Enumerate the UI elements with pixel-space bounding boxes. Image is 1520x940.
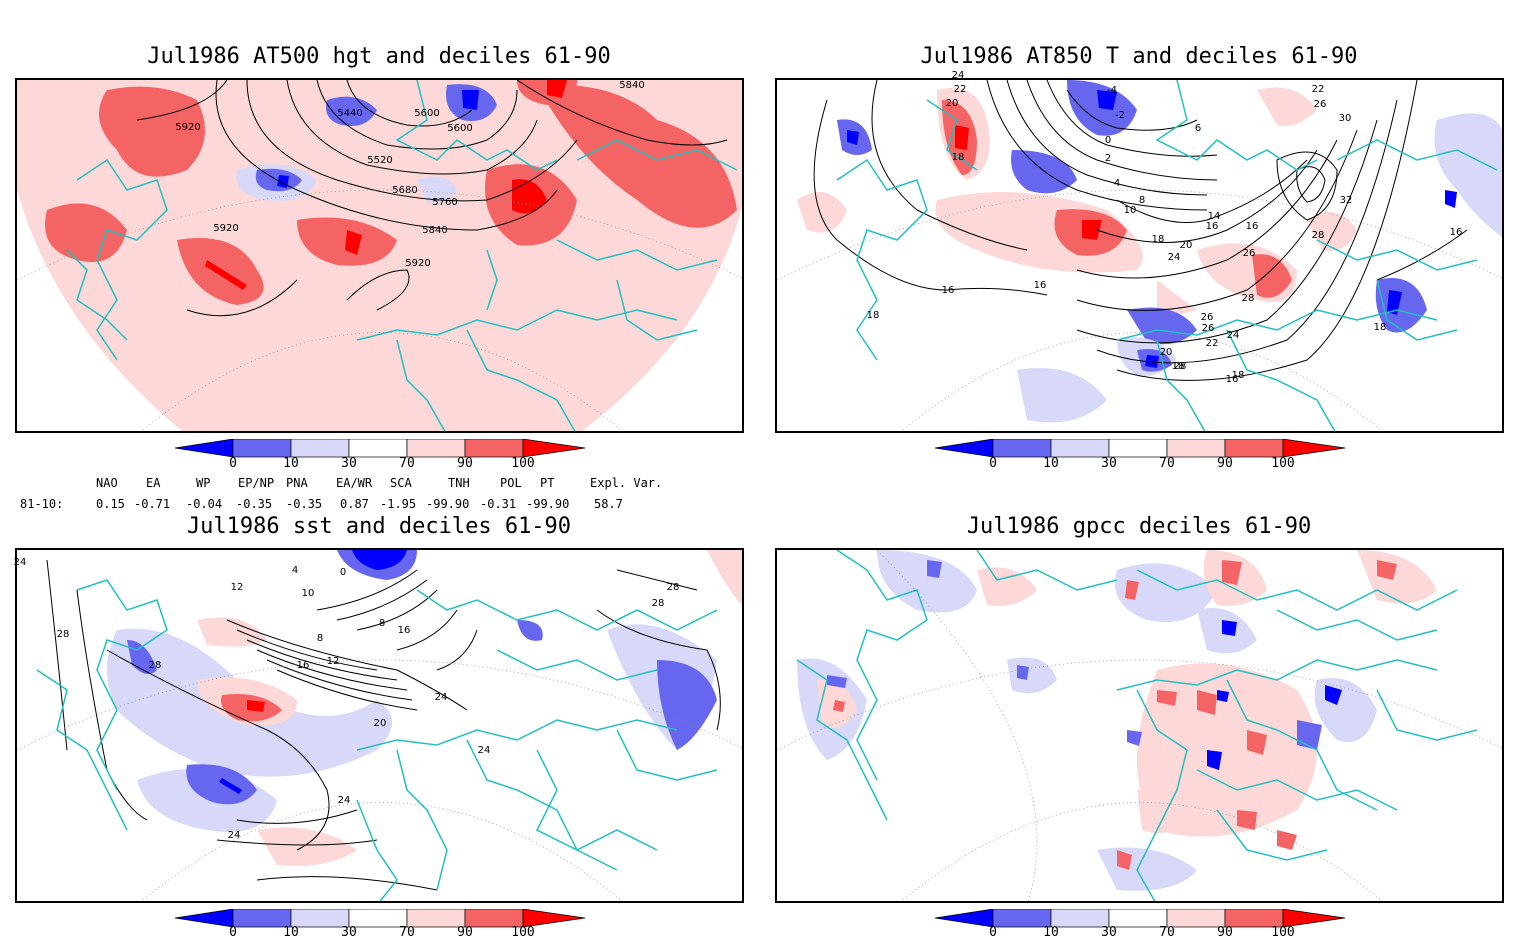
cbar-label: 0 [989,456,997,471]
index-header-explvar: Expl. Var. [590,476,663,490]
index-header-ea: EA [146,476,161,490]
index-value-nao: 0.15 [96,497,125,511]
cbar-label: 10 [1043,925,1059,940]
map-hgt500 [17,80,742,431]
cbar-seg-mid-blue [232,439,292,458]
cbar-seg-mid-red [464,439,524,458]
cbar-label: 100 [1271,925,1295,940]
map-panel-sst [15,548,744,903]
index-value-pol: -0.31 [480,497,517,511]
cbar-label: 70 [399,456,415,471]
cbar-label: 0 [229,925,237,940]
index-value-pt: -99.90 [526,497,570,511]
cbar-label: 0 [989,925,997,940]
index-header-pol: POL [500,476,522,490]
cbar-label: 90 [1217,925,1233,940]
index-header-pna: PNA [286,476,308,490]
cbar-label: 30 [1101,925,1117,940]
cbar-seg-light-red [406,439,466,458]
cbar-label: 100 [1271,456,1295,471]
cbar-label: 100 [511,456,535,471]
index-value-explvar: 58.7 [594,497,623,511]
index-row-label: 81-10: [20,497,64,511]
index-value-eawr: 0.87 [340,497,369,511]
cbar-label: 90 [457,456,473,471]
cbar-label: 90 [1217,456,1233,471]
cbar-label: 0 [229,456,237,471]
cbar-label: 70 [1159,456,1175,471]
cbar-label: 10 [1043,456,1059,471]
cbar-seg-deep-blue [175,439,234,458]
index-value-pna: -0.35 [286,497,323,511]
panel-title-t850: Jul1986 AT850 T and deciles 61-90 [920,44,1358,69]
cbar-label: 70 [399,925,415,940]
cbar-label: 30 [341,456,357,471]
index-header-nao: NAO [96,476,118,490]
cbar-label: 10 [283,456,299,471]
colorbar-bottom-left [175,909,586,928]
index-value-sca: -1.95 [380,497,417,511]
index-header-wp: WP [196,476,211,490]
cbar-label: 70 [1159,925,1175,940]
map-t850 [777,80,1502,431]
map-panel-t850 [775,78,1504,433]
map-gpcc [777,550,1502,901]
cbar-seg-deep-red [522,439,586,458]
cbar-label: 90 [457,925,473,940]
colorbar-top-right [935,439,1346,458]
cbar-label: 100 [511,925,535,940]
index-value-wp: -0.04 [186,497,223,511]
panel-title-sst: Jul1986 sst and deciles 61-90 [186,514,572,539]
colorbar-bottom-right [935,909,1346,928]
index-header-sca: SCA [390,476,412,490]
cbar-seg-light-blue [290,439,350,458]
index-value-tnh: -99.90 [426,497,470,511]
map-panel-hgt500 [15,78,744,433]
index-header-epnp: EP/NP [238,476,275,490]
index-header-eawr: EA/WR [336,476,373,490]
index-header-tnh: TNH [448,476,470,490]
colorbar-top-left [175,439,586,458]
cbar-label: 30 [1101,456,1117,471]
cbar-label: 30 [341,925,357,940]
panel-title-hgt500: Jul1986 AT500 hgt and deciles 61-90 [147,44,611,69]
cbar-label: 10 [283,925,299,940]
panel-title-gpcc: Jul1986 gpcc deciles 61-90 [966,514,1312,539]
map-sst [17,550,742,901]
index-value-epnp: -0.35 [236,497,273,511]
index-header-pt: PT [540,476,555,490]
index-value-ea: -0.71 [134,497,171,511]
map-panel-gpcc [775,548,1504,903]
cbar-seg-white [348,439,408,458]
